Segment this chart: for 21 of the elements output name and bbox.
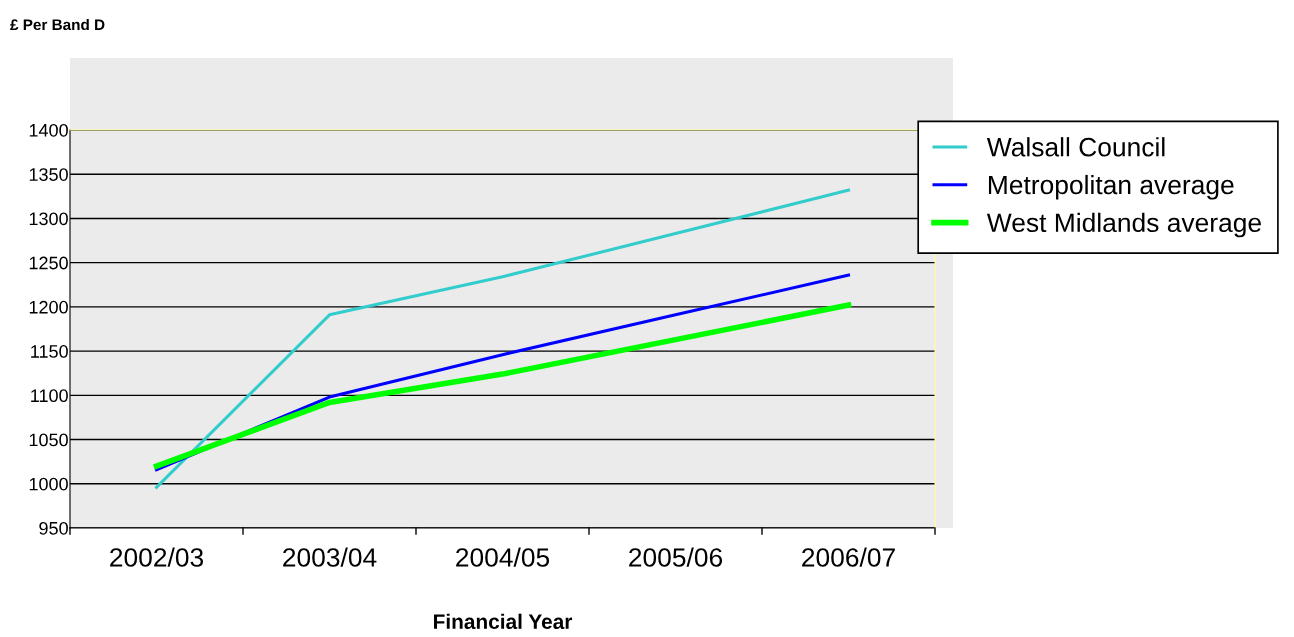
y-tick-label: 1250 (29, 256, 68, 270)
legend-label: Walsall Council (986, 137, 1165, 157)
y-tick-label: 1050 (29, 433, 68, 447)
y-tick-label: 1000 (29, 477, 68, 491)
x-tick-label: 2004/05 (456, 547, 550, 567)
line-series (154, 188, 851, 489)
y-tick-label: 1400 (29, 123, 68, 137)
legend-label: West Midlands average (986, 212, 1261, 238)
y-tick-label: 1150 (31, 345, 68, 358)
x-tick-label: 2002/03 (110, 547, 204, 567)
x-tick-label: 2005/06 (629, 547, 723, 567)
y-tick-label: 1300 (29, 212, 68, 226)
text: £ Per Band D (10, 18, 105, 31)
x-axis-title: Financial Year (434, 613, 573, 630)
x-tick-label: 2003/04 (283, 547, 377, 567)
y-tick-label: 950 (39, 521, 68, 535)
x-tick-label: 2006/07 (802, 547, 895, 567)
legend-label: Metropolitan average (988, 174, 1234, 200)
y-tick-label: 1100 (31, 389, 68, 403)
y-tick-label: 1350 (29, 168, 68, 181)
y-tick-label: 1200 (29, 300, 68, 314)
